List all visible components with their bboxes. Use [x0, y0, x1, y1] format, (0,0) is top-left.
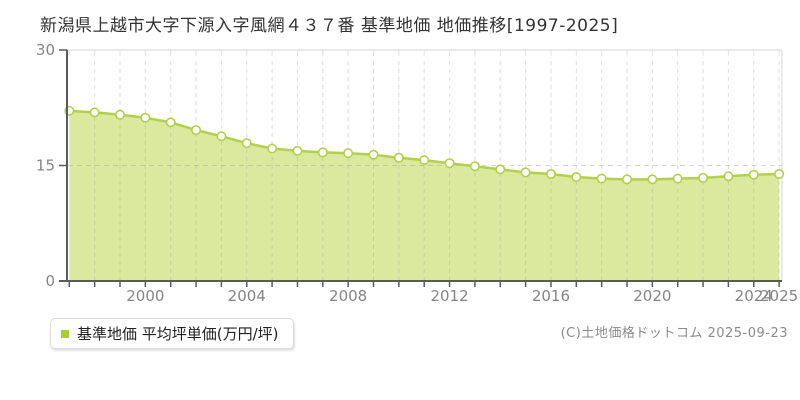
data-point: [596, 173, 607, 184]
data-point: [317, 147, 328, 158]
data-point: [672, 173, 683, 184]
data-point: [545, 168, 556, 179]
data-point: [115, 109, 126, 120]
x-tick-label: 2012: [430, 287, 468, 305]
data-point: [140, 112, 151, 123]
data-point: [748, 169, 759, 180]
data-point: [495, 164, 506, 175]
copyright: (C)土地価格ドットコム 2025-09-23: [560, 326, 788, 341]
x-tick-label: 2004: [228, 287, 266, 305]
x-tick-label: 2000: [126, 287, 164, 305]
data-point: [520, 167, 531, 178]
y-tick-label: 30: [36, 41, 55, 59]
legend-marker-icon: [61, 329, 69, 338]
data-point: [267, 143, 278, 154]
data-point: [647, 174, 658, 185]
data-point: [89, 107, 100, 118]
data-point: [723, 171, 734, 182]
y-tick-label: 0: [45, 272, 55, 290]
x-tick-label: 2024: [735, 287, 773, 305]
legend-label: 基準地価 平均坪単価(万円/坪): [77, 325, 279, 343]
x-tick-label: 2025: [760, 287, 798, 305]
data-point: [165, 117, 176, 128]
data-point: [571, 172, 582, 183]
data-point: [368, 149, 379, 160]
data-point: [292, 145, 303, 156]
x-tick-label: 2008: [329, 287, 367, 305]
data-point: [621, 174, 632, 185]
data-point: [393, 152, 404, 163]
data-point: [241, 138, 252, 149]
data-point: [419, 155, 430, 166]
legend: 基準地価 平均坪単価(万円/坪): [50, 318, 294, 349]
x-tick-label: 2016: [532, 287, 570, 305]
y-tick-label: 15: [36, 157, 55, 175]
data-point: [343, 148, 354, 159]
data-point: [774, 168, 785, 179]
x-tick-label: 2020: [633, 287, 671, 305]
data-point: [444, 158, 455, 169]
data-point: [698, 172, 709, 183]
area-fill: [69, 110, 780, 281]
chart-title: 新潟県上越市大字下源入字風網４３７番 基準地価 地価推移[1997-2025]: [40, 16, 619, 36]
data-point: [216, 131, 227, 142]
data-point: [469, 161, 480, 172]
data-point: [191, 125, 202, 136]
